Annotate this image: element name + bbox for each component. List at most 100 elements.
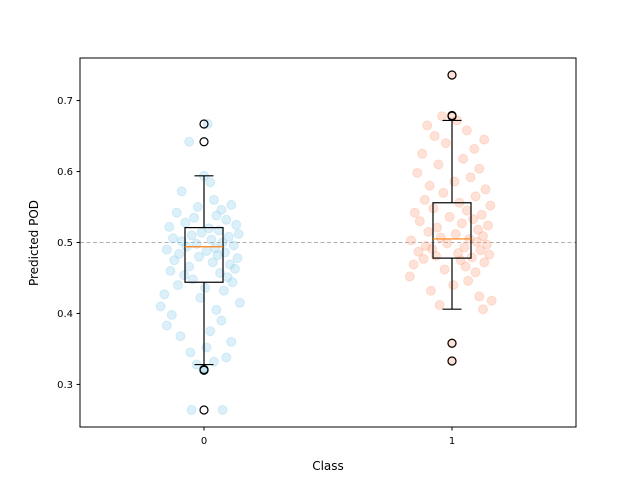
data-point-class-1 [448, 280, 459, 291]
data-point-class-1 [425, 285, 436, 296]
data-point-class-0 [172, 280, 183, 291]
data-point-class-1 [461, 125, 472, 136]
data-point-class-0 [203, 223, 214, 234]
data-point-class-1 [404, 271, 415, 282]
data-point-class-0 [226, 336, 237, 347]
data-point-class-1 [409, 207, 420, 218]
data-point-class-0 [216, 315, 227, 326]
data-point-class-0 [175, 331, 186, 342]
data-point-class-1 [444, 211, 455, 222]
data-point-class-1 [408, 259, 419, 270]
outlier-marker [447, 111, 457, 121]
data-point-class-0 [221, 214, 232, 225]
data-point-class-0 [217, 404, 228, 415]
data-point-class-1 [438, 187, 449, 198]
data-point-class-1 [475, 245, 486, 256]
data-point-class-0 [196, 227, 207, 238]
data-point-class-0 [189, 212, 200, 223]
data-point-class-1 [432, 222, 443, 233]
outlier-marker [447, 338, 457, 348]
data-point-class-0 [210, 243, 221, 254]
outlier-marker [447, 356, 457, 366]
data-point-class-1 [470, 267, 481, 278]
data-point-class-0 [186, 404, 197, 415]
data-point-class-1 [481, 239, 492, 250]
data-point-class-0 [185, 347, 196, 358]
box-class-1 [432, 202, 472, 259]
data-point-class-0 [225, 259, 236, 270]
data-point-class-0 [227, 277, 238, 288]
data-point-class-1 [480, 184, 491, 195]
y-tick-label: 0.4 [57, 309, 73, 320]
x-tick-label: 1 [449, 436, 455, 447]
data-point-class-0 [159, 289, 170, 300]
data-point-class-1 [479, 257, 490, 268]
data-point-class-1 [406, 235, 417, 246]
data-point-class-1 [413, 246, 424, 257]
data-point-class-0 [186, 230, 197, 241]
data-point-class-1 [463, 275, 474, 286]
data-point-class-1 [473, 224, 484, 235]
data-point-class-1 [461, 205, 472, 216]
data-point-class-1 [419, 194, 430, 205]
data-point-class-1 [420, 241, 431, 252]
data-point-class-0 [184, 261, 195, 272]
data-point-class-1 [474, 291, 485, 302]
data-point-class-0 [233, 228, 244, 239]
data-point-class-1 [423, 226, 434, 237]
data-point-class-1 [429, 131, 440, 142]
outlier-marker [199, 137, 209, 147]
data-point-class-1 [482, 220, 493, 231]
data-point-class-0 [161, 320, 172, 331]
data-point-class-1 [476, 209, 487, 220]
data-point-class-1 [450, 228, 461, 239]
data-point-class-0 [212, 250, 223, 261]
data-point-class-1 [460, 261, 471, 272]
data-point-class-0 [166, 309, 177, 320]
data-point-class-1 [412, 167, 423, 178]
data-point-class-1 [468, 214, 479, 225]
data-point-class-0 [168, 233, 178, 244]
data-point-class-1 [427, 243, 438, 254]
data-point-class-1 [442, 238, 453, 249]
outlier-marker [199, 365, 209, 375]
data-point-class-1 [484, 249, 495, 260]
data-point-class-1 [471, 236, 482, 247]
data-point-class-1 [449, 176, 460, 187]
data-point-class-0 [169, 255, 180, 266]
data-point-class-1 [478, 231, 488, 242]
data-point-class-0 [205, 177, 216, 188]
y-tick-label: 0.6 [57, 167, 73, 178]
data-point-class-1 [437, 111, 448, 122]
data-point-class-0 [221, 352, 232, 363]
data-point-class-1 [414, 216, 425, 227]
data-point-class-0 [232, 253, 243, 264]
data-point-class-0 [230, 263, 240, 274]
x-tick-label: 0 [201, 436, 207, 447]
y-axis-label: Predicted POD [27, 200, 41, 286]
data-point-class-0 [171, 207, 182, 218]
data-point-class-1 [422, 120, 433, 131]
data-point-class-1 [418, 253, 429, 264]
data-point-class-1 [417, 148, 428, 159]
y-tick-label: 0.3 [57, 380, 73, 391]
data-point-class-1 [440, 138, 451, 149]
data-point-class-0 [161, 244, 172, 255]
data-point-class-1 [458, 153, 469, 164]
x-axis-label: Class [312, 459, 344, 473]
data-point-class-1 [469, 143, 480, 154]
outlier-marker [447, 70, 457, 80]
data-point-class-0 [211, 304, 222, 315]
data-point-class-0 [180, 217, 191, 228]
data-point-class-0 [226, 199, 237, 210]
outlier-marker [199, 119, 209, 129]
data-point-class-1 [470, 191, 481, 202]
data-point-class-1 [424, 180, 435, 191]
plot-area: 0.3 0.4 0.5 0.6 0.7 0 1 [57, 57, 577, 447]
data-point-class-1 [459, 242, 470, 253]
data-point-class-1 [465, 172, 476, 183]
data-point-class-0 [174, 248, 185, 259]
data-point-class-0 [165, 265, 176, 276]
data-point-class-1 [479, 134, 490, 145]
